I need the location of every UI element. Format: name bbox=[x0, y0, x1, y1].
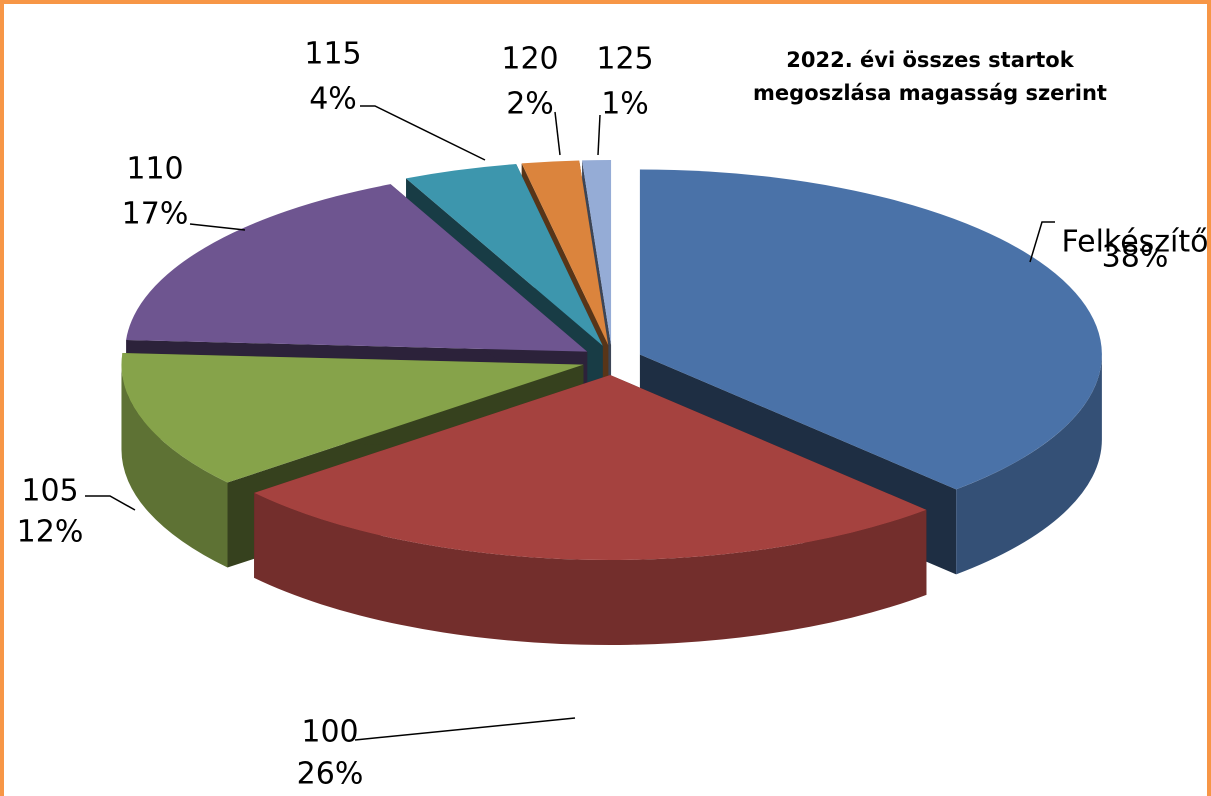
slice-side bbox=[254, 492, 927, 645]
value-label: 12% bbox=[17, 515, 84, 550]
slice-side bbox=[956, 354, 1102, 575]
value-label: 26% bbox=[297, 757, 364, 792]
category-label: 115 bbox=[304, 37, 361, 72]
value-label: 1% bbox=[601, 87, 649, 122]
value-label: 4% bbox=[309, 82, 357, 117]
slice bbox=[521, 160, 609, 346]
chart-title: 2022. évi összes startok megoszlása maga… bbox=[753, 48, 1107, 105]
category-label: 105 bbox=[21, 474, 78, 509]
slice bbox=[406, 164, 603, 346]
slice bbox=[582, 160, 612, 346]
leader-line bbox=[354, 717, 576, 741]
leader-line bbox=[1029, 221, 1055, 263]
slice bbox=[126, 184, 588, 352]
category-label: 125 bbox=[596, 42, 653, 77]
slice-side bbox=[121, 364, 228, 568]
slice bbox=[254, 374, 927, 560]
leader-line bbox=[85, 495, 136, 511]
leader-line bbox=[554, 111, 561, 156]
slice bbox=[639, 169, 1102, 490]
leader-line bbox=[360, 105, 486, 161]
value-label: 2% bbox=[506, 87, 554, 122]
leader-line bbox=[597, 114, 601, 156]
category-label: 120 bbox=[501, 42, 558, 77]
value-label: 17% bbox=[122, 197, 189, 232]
leader-line bbox=[189, 223, 246, 231]
value-label: 38% bbox=[1102, 240, 1169, 275]
category-label: Felkészítő bbox=[1062, 225, 1209, 260]
category-label: 100 bbox=[301, 715, 358, 750]
category-label: 110 bbox=[126, 152, 183, 187]
slice bbox=[121, 353, 584, 483]
